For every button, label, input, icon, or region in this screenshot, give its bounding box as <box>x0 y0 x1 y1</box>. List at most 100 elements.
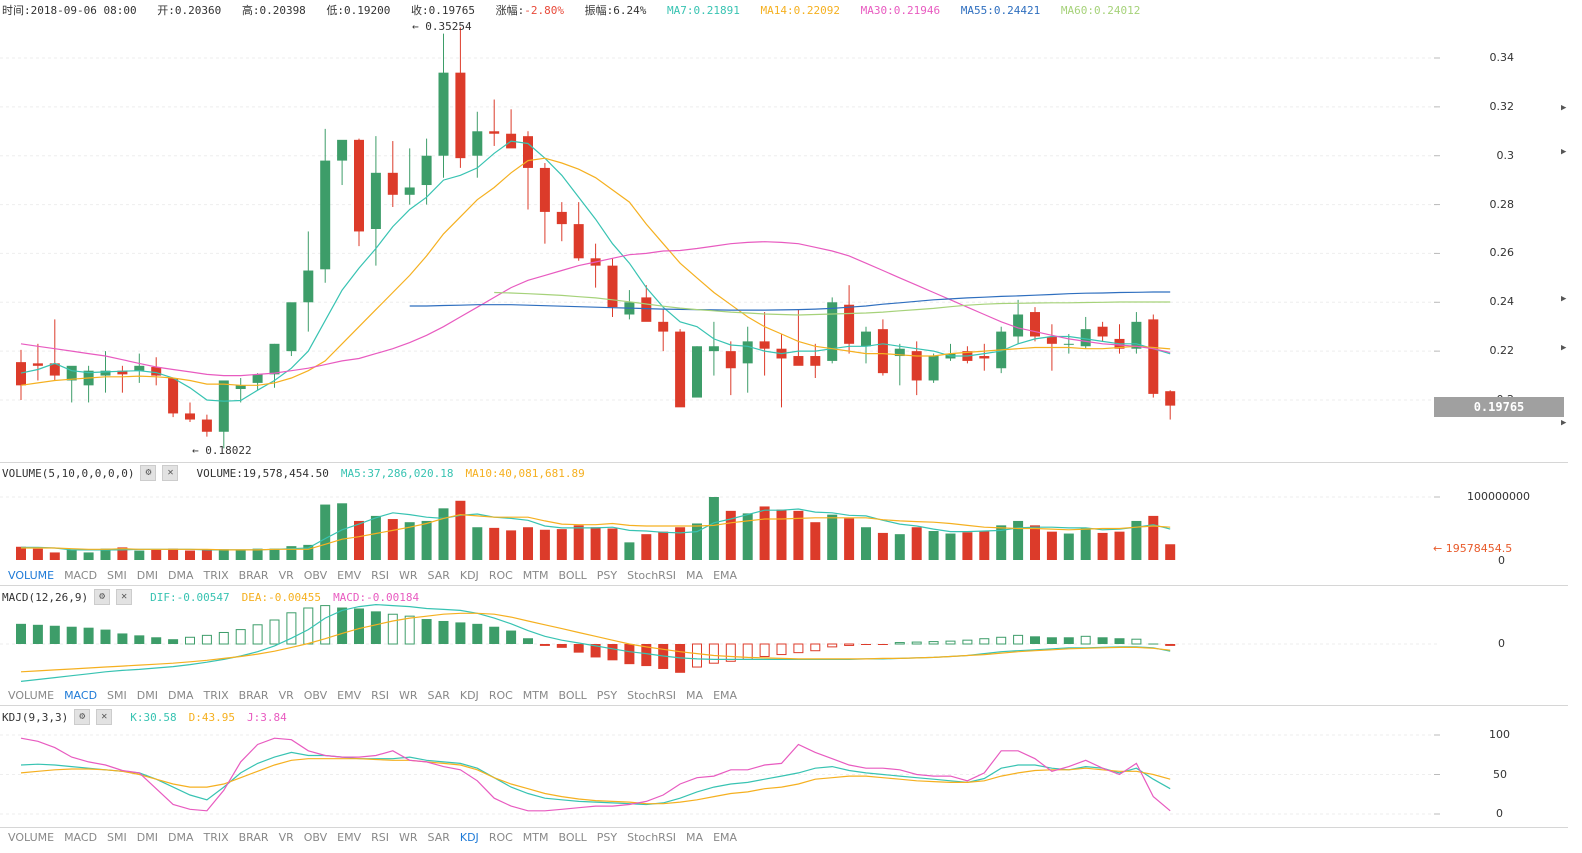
tab-smi[interactable]: SMI <box>107 689 127 702</box>
tab-sar[interactable]: SAR <box>427 689 450 702</box>
candle-body <box>523 136 533 168</box>
tab-rsi[interactable]: RSI <box>371 831 389 844</box>
candle-body <box>404 187 415 195</box>
tab-volume[interactable]: VOLUME <box>8 569 55 582</box>
tab-dmi[interactable]: DMI <box>136 689 158 702</box>
ma60-line <box>494 291 1171 316</box>
tab-dmi[interactable]: DMI <box>136 831 158 844</box>
tab-sar[interactable]: SAR <box>427 831 450 844</box>
volume-bar <box>303 544 314 560</box>
macd-hist-bar <box>996 636 1007 645</box>
tab-ma[interactable]: MA <box>686 689 704 702</box>
tab-boll[interactable]: BOLL <box>558 689 587 702</box>
tab-macd[interactable]: MACD <box>64 689 98 702</box>
macd-hist-bar <box>66 626 77 644</box>
info-change-value: -2.80% <box>524 4 565 17</box>
tab-ema[interactable]: EMA <box>713 569 738 582</box>
macd-hist-bar <box>928 641 939 645</box>
tab-ma[interactable]: MA <box>686 831 704 844</box>
scroll-up-arrow-icon-2[interactable]: ▶ <box>1561 147 1567 157</box>
tab-smi[interactable]: SMI <box>107 831 127 844</box>
volume-bar <box>539 529 550 560</box>
tab-dma[interactable]: DMA <box>167 569 194 582</box>
scroll-up-arrow-icon[interactable]: ▶ <box>1561 103 1567 113</box>
tab-wr[interactable]: WR <box>398 831 418 844</box>
tab-mtm[interactable]: MTM <box>522 569 549 582</box>
tab-sar[interactable]: SAR <box>427 569 450 582</box>
tab-macd[interactable]: MACD <box>64 569 98 582</box>
volume-bar <box>1131 520 1142 560</box>
macd-hist-bar <box>1148 643 1159 645</box>
tab-macd[interactable]: MACD <box>64 831 98 844</box>
close-icon[interactable]: ✕ <box>162 465 179 481</box>
tab-emv[interactable]: EMV <box>337 689 362 702</box>
tab-brar[interactable]: BRAR <box>238 569 269 582</box>
tab-psy[interactable]: PSY <box>596 569 618 582</box>
tab-kdj[interactable]: KDJ <box>459 831 479 844</box>
tab-boll[interactable]: BOLL <box>558 569 587 582</box>
volume-bar <box>438 508 449 560</box>
candle-body <box>1046 336 1057 344</box>
scroll-up-arrow-icon-3[interactable]: ▶ <box>1561 294 1567 304</box>
tab-wr[interactable]: WR <box>398 689 418 702</box>
tab-roc[interactable]: ROC <box>488 689 513 702</box>
candle-body <box>354 139 364 232</box>
candle-body <box>489 131 500 134</box>
tab-ema[interactable]: EMA <box>713 831 738 844</box>
tab-vr[interactable]: VR <box>278 831 294 844</box>
tab-trix[interactable]: TRIX <box>203 689 229 702</box>
tab-kdj[interactable]: KDJ <box>459 689 479 702</box>
tab-trix[interactable]: TRIX <box>203 831 229 844</box>
tab-smi[interactable]: SMI <box>107 569 127 582</box>
tab-rsi[interactable]: RSI <box>371 689 389 702</box>
panel-divider <box>0 705 1568 706</box>
tab-volume[interactable]: VOLUME <box>8 689 55 702</box>
tab-wr[interactable]: WR <box>398 569 418 582</box>
tab-stochrsi[interactable]: StochRSI <box>627 831 677 844</box>
tab-dmi[interactable]: DMI <box>136 569 158 582</box>
tab-obv[interactable]: OBV <box>303 831 328 844</box>
macd-hist-bar <box>776 643 787 656</box>
tab-roc[interactable]: ROC <box>488 569 513 582</box>
scroll-up-arrow-icon-4[interactable]: ▶ <box>1561 343 1567 353</box>
tab-mtm[interactable]: MTM <box>522 689 549 702</box>
gear-icon[interactable]: ⚙ <box>94 589 111 605</box>
info-ma14: MA14:0.22092 <box>760 4 840 17</box>
tab-kdj[interactable]: KDJ <box>459 569 479 582</box>
tab-ma[interactable]: MA <box>686 569 704 582</box>
volume-bar <box>168 548 179 560</box>
tab-volume[interactable]: VOLUME <box>8 831 55 844</box>
tab-brar[interactable]: BRAR <box>238 831 269 844</box>
tab-psy[interactable]: PSY <box>596 831 618 844</box>
tab-trix[interactable]: TRIX <box>203 569 229 582</box>
tab-brar[interactable]: BRAR <box>238 689 269 702</box>
tab-rsi[interactable]: RSI <box>371 569 389 582</box>
tab-emv[interactable]: EMV <box>337 569 362 582</box>
tab-obv[interactable]: OBV <box>303 569 328 582</box>
tab-boll[interactable]: BOLL <box>558 831 587 844</box>
gear-icon[interactable]: ⚙ <box>74 709 91 725</box>
volume-ma5: MA5:37,286,020.18 <box>340 466 454 480</box>
close-icon[interactable]: ✕ <box>96 709 113 725</box>
volume-bar <box>911 527 922 560</box>
tab-ema[interactable]: EMA <box>713 689 738 702</box>
indicator-tabs-macd: VOLUME MACD SMI DMI DMA TRIX BRAR VR OBV EMV RSI WR… <box>8 689 747 702</box>
volume-bar <box>708 497 719 560</box>
volume-bar <box>269 548 280 560</box>
scroll-right-arrow-icon[interactable]: ▶ <box>1561 418 1567 428</box>
tab-dma[interactable]: DMA <box>167 831 194 844</box>
gear-icon[interactable]: ⚙ <box>140 465 157 481</box>
tab-roc[interactable]: ROC <box>488 831 513 844</box>
tab-obv[interactable]: OBV <box>303 689 328 702</box>
tab-mtm[interactable]: MTM <box>522 831 549 844</box>
tab-vr[interactable]: VR <box>278 569 294 582</box>
tab-stochrsi[interactable]: StochRSI <box>627 689 677 702</box>
tab-vr[interactable]: VR <box>278 689 294 702</box>
close-icon[interactable]: ✕ <box>116 589 133 605</box>
tab-dma[interactable]: DMA <box>167 689 194 702</box>
tab-emv[interactable]: EMV <box>337 831 362 844</box>
tab-psy[interactable]: PSY <box>596 689 618 702</box>
tab-stochrsi[interactable]: StochRSI <box>627 569 677 582</box>
macd-hist-bar <box>979 638 990 645</box>
